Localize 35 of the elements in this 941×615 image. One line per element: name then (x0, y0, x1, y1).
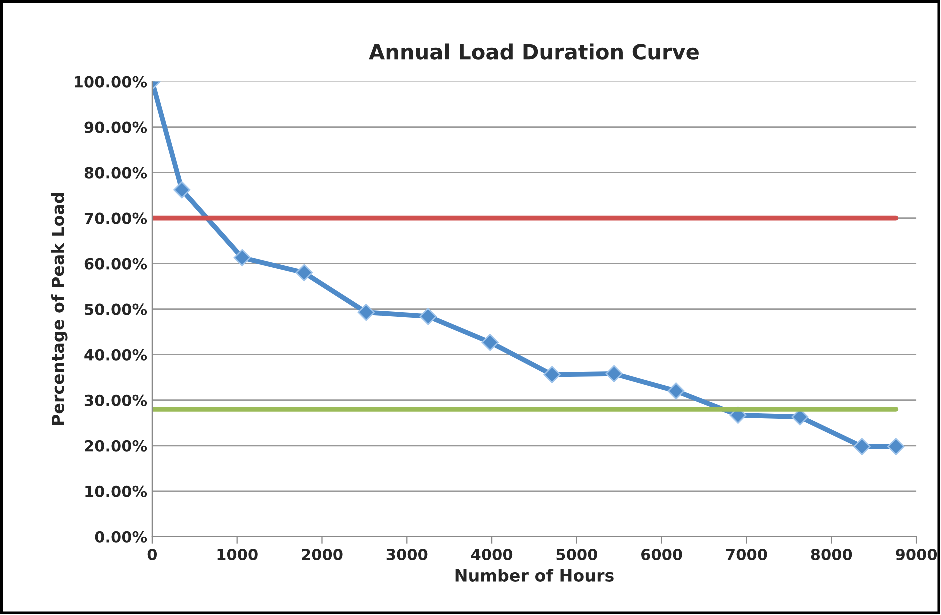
point (234, 249, 251, 266)
point (888, 438, 905, 456)
x-tick-label: 6000 (642, 548, 682, 561)
point (296, 264, 313, 282)
x-tick-label: 3000 (386, 548, 428, 561)
point (668, 382, 685, 400)
x-axis-title: Number of Hours (456, 569, 614, 582)
x-tick-label: 7000 (726, 548, 768, 561)
y-tick-label: 90.00% (84, 122, 148, 134)
x-tick-label: 0 (148, 548, 158, 561)
y-tick-label: 50.00% (85, 304, 148, 316)
y-axis-title: Percentage of Peak Load (52, 194, 68, 426)
x-tick-label: 4000 (471, 548, 513, 561)
chart-title: Annual Load Duration Curve (369, 44, 699, 60)
point (544, 366, 561, 384)
x-tick-label: 1000 (218, 548, 258, 561)
y-tick-label: 60.00% (84, 258, 148, 270)
point (174, 182, 191, 199)
y-tick-label: 40.00% (84, 349, 148, 361)
y-tick-label: 80.00% (84, 167, 148, 179)
point (482, 334, 499, 352)
x-tick-label: 9000 (896, 548, 938, 561)
x-tick-label: 2000 (302, 548, 343, 561)
point (358, 304, 375, 322)
point (420, 308, 437, 326)
y-tick-label: 20.00% (85, 440, 148, 452)
x-tick-label: 8000 (811, 548, 852, 561)
y-tick-label: 0.00% (95, 531, 148, 543)
y-tick-label: 70.00% (84, 212, 148, 224)
x-tick-label: 5000 (556, 548, 598, 561)
y-tick-label: 30.00% (84, 394, 148, 406)
y-tick-label: 10.00% (86, 486, 148, 498)
point (606, 365, 623, 383)
y-tick-label: 100.00% (75, 76, 148, 88)
point (854, 438, 871, 456)
